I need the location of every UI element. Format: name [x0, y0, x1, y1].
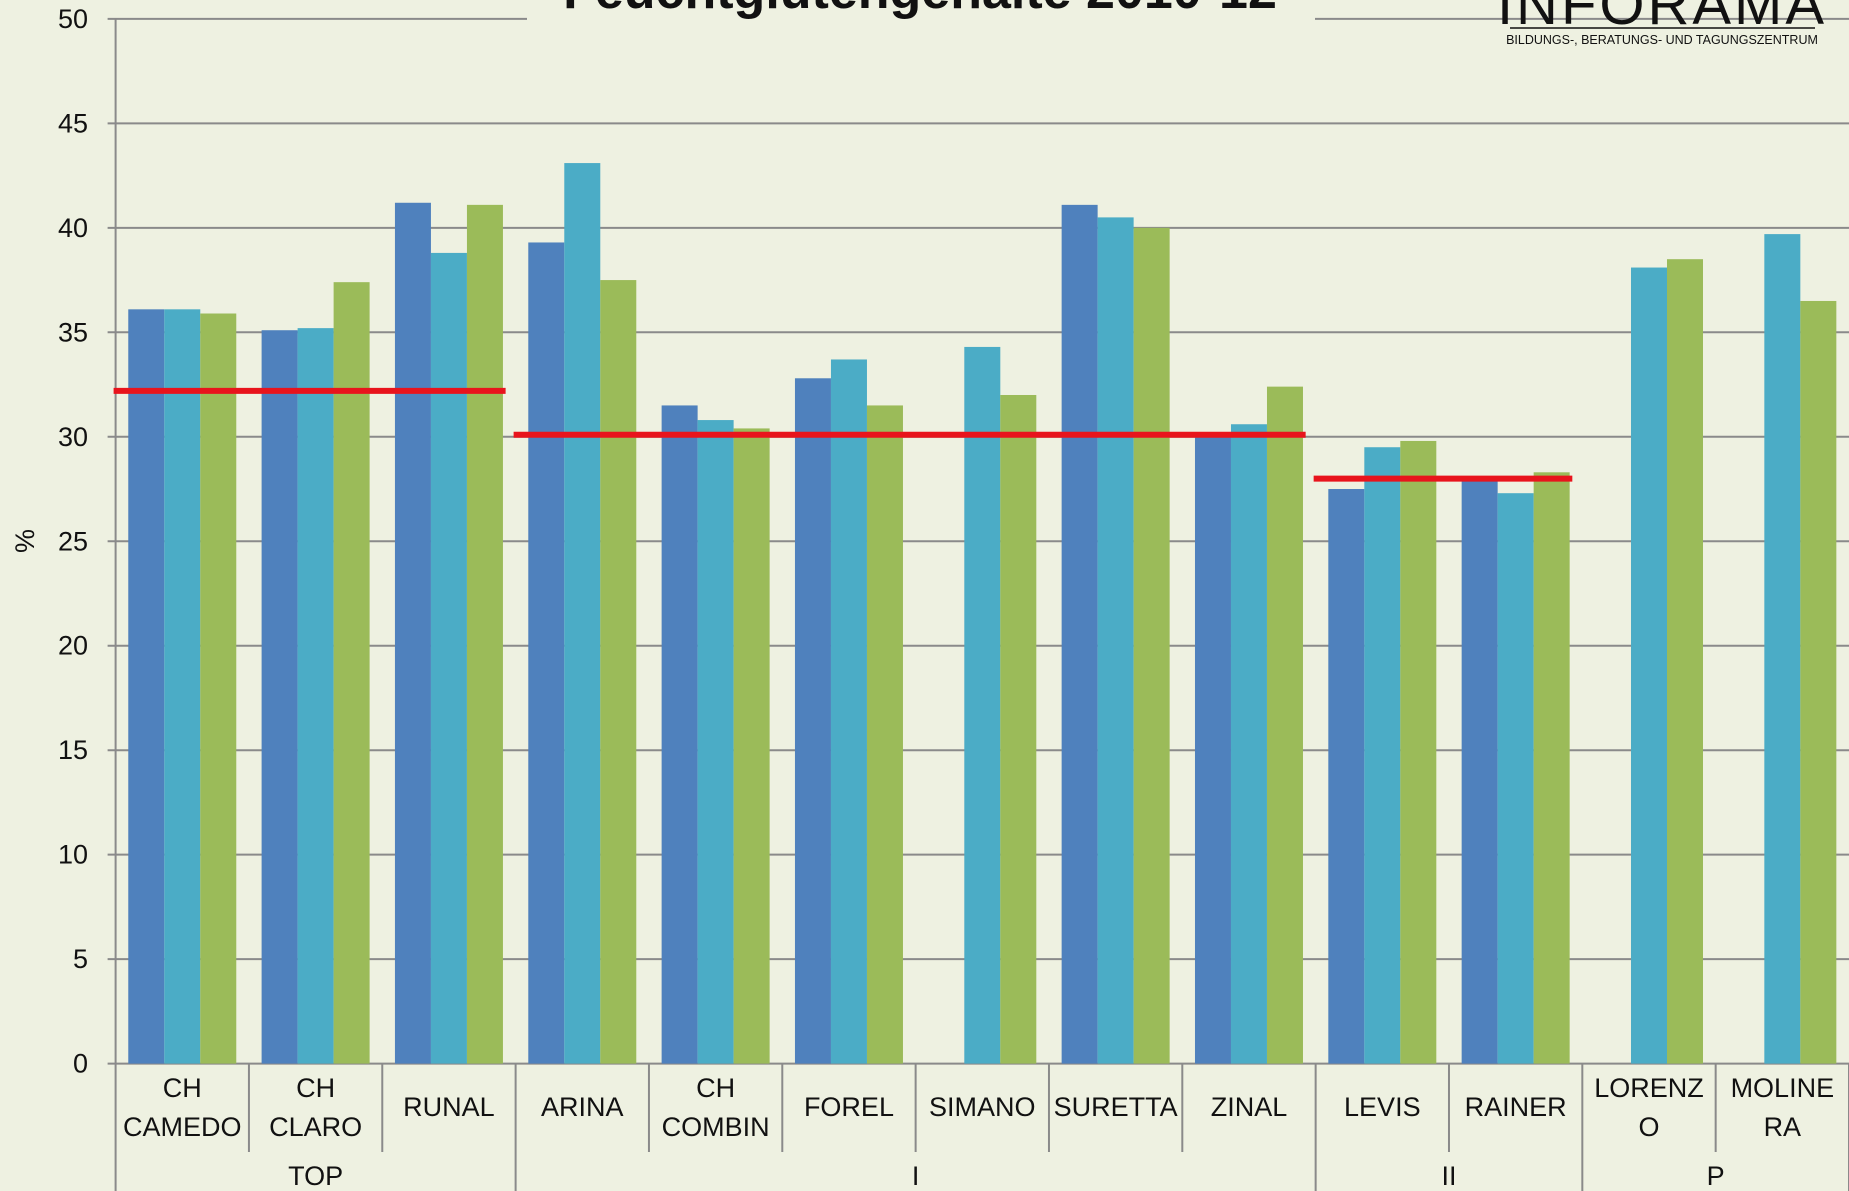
title-backdrop: [527, 0, 1315, 26]
x-tick-label: SIMANO: [929, 1092, 1036, 1122]
bar: [297, 328, 334, 1064]
x-tick-label: LORENZ O: [1594, 1073, 1704, 1142]
bar: [964, 346, 1001, 1064]
y-tick-label: 0: [73, 1049, 88, 1079]
y-tick-label: 45: [58, 108, 88, 138]
bar: [1364, 447, 1401, 1064]
x-tick-label: ZINAL: [1211, 1092, 1288, 1122]
x-tick-label: CH CLARO: [269, 1073, 362, 1142]
y-tick-label: 35: [58, 317, 88, 347]
bar: [164, 309, 201, 1064]
group-label: I: [912, 1161, 920, 1191]
x-tick-label: RUNAL: [403, 1092, 495, 1122]
bar: [128, 309, 165, 1064]
bar: [1230, 424, 1267, 1064]
bar: [1266, 386, 1303, 1064]
group-label: TOP: [288, 1161, 343, 1191]
logo-subtitle: BILDUNGS-, BERATUNGS- UND TAGUNGSZENTRUM: [1506, 33, 1818, 47]
bar: [1461, 478, 1498, 1064]
bar: [697, 420, 734, 1064]
y-tick-label: 20: [58, 631, 88, 661]
bar: [661, 405, 698, 1064]
group-label: P: [1707, 1161, 1725, 1191]
bar: [333, 282, 370, 1064]
x-tick-label: CH COMBIN: [662, 1073, 770, 1142]
bar: [1328, 489, 1365, 1064]
y-tick-label: 25: [58, 526, 88, 556]
bar: [466, 204, 503, 1064]
logo: INFORAMA: [1497, 0, 1827, 37]
y-tick-label: 30: [58, 422, 88, 452]
x-tick-label: ARINA: [541, 1092, 624, 1122]
y-tick-label: 15: [58, 735, 88, 765]
bar: [830, 359, 867, 1064]
bar: [394, 202, 431, 1064]
x-tick-label: RAINER: [1465, 1092, 1567, 1122]
bar: [1533, 472, 1570, 1064]
x-tick-label: CH CAMEDO: [123, 1073, 242, 1142]
group-label: II: [1441, 1161, 1456, 1191]
bar: [564, 163, 601, 1064]
bar: [528, 242, 565, 1064]
y-tick-label: 10: [58, 840, 88, 870]
bar: [1061, 204, 1098, 1064]
bar: [733, 428, 770, 1064]
y-tick-label: 5: [73, 944, 88, 974]
x-tick-label: FOREL: [804, 1092, 894, 1122]
bar: [794, 378, 831, 1064]
y-axis-label: %: [10, 529, 40, 553]
bar: [1000, 394, 1037, 1064]
x-tick-label: SURETTA: [1054, 1092, 1178, 1122]
bar: [1194, 434, 1231, 1064]
bar: [430, 252, 467, 1064]
chart-title: Feuchtglutengehalte 2010-12: [563, 0, 1277, 20]
bar: [1133, 227, 1170, 1064]
bar: [1800, 300, 1837, 1064]
x-tick-label: LEVIS: [1344, 1092, 1421, 1122]
bar: [200, 313, 237, 1064]
bar: [1666, 259, 1703, 1064]
y-tick-label: 40: [58, 213, 88, 243]
bar: [1764, 234, 1801, 1064]
bar: [1497, 493, 1534, 1064]
bar: [1097, 217, 1134, 1064]
y-tick-label: 50: [58, 4, 88, 34]
bar: [600, 280, 637, 1064]
bar: [1400, 440, 1437, 1064]
bar: [1630, 267, 1667, 1064]
bar: [866, 405, 903, 1064]
x-tick-label: MOLINE RA: [1731, 1073, 1835, 1142]
bar: [261, 330, 298, 1064]
